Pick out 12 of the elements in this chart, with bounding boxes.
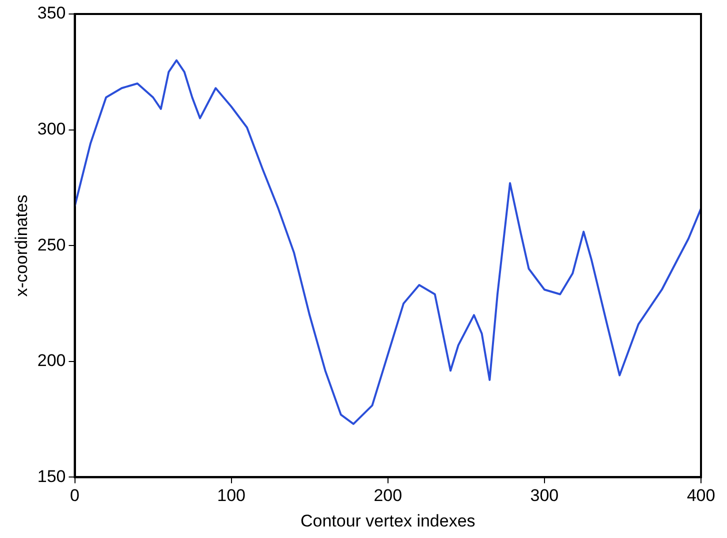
- y-tick-label: 150: [37, 466, 66, 486]
- x-tick-label: 100: [217, 486, 246, 506]
- x-axis-title: Contour vertex indexes: [300, 511, 476, 530]
- y-axis-title: x-coordinates: [12, 194, 31, 297]
- x-tick-label: 0: [70, 486, 80, 506]
- y-tick-label: 350: [37, 4, 66, 23]
- x-tick-label: 300: [530, 486, 559, 506]
- y-tick-label: 250: [37, 235, 66, 254]
- y-tick-label: 200: [37, 351, 66, 370]
- x-tick-label: 200: [374, 486, 402, 506]
- y-tick-label: 300: [37, 119, 66, 138]
- x-tick-label: 400: [686, 486, 716, 506]
